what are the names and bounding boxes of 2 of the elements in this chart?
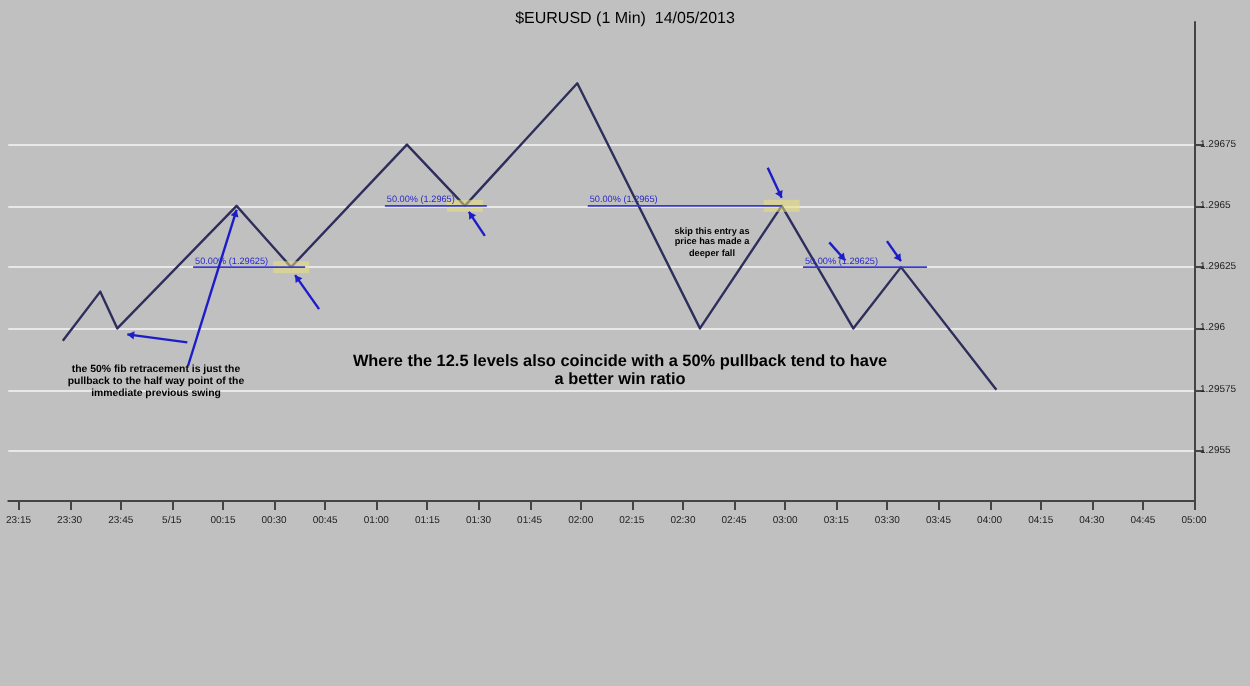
chart-title: $EURUSD (1 Min) 14/05/2013	[515, 9, 736, 27]
annotation: Where the 12.5 levels also coincide with a 50% pullback tend to have a better win ratio	[350, 352, 890, 390]
